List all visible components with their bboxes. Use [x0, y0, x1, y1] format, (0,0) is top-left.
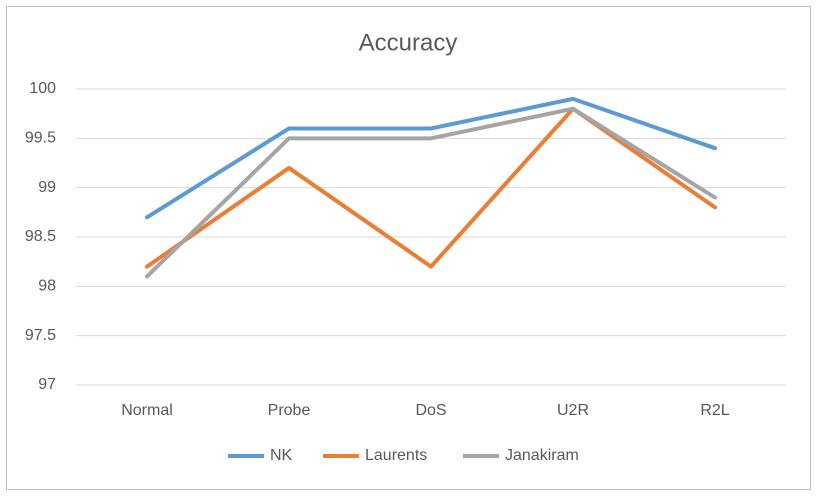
y-tick-label: 99 [38, 179, 56, 196]
x-tick-label: Normal [121, 402, 173, 419]
x-tick-label: Probe [268, 402, 311, 419]
series-line [145, 106, 717, 279]
y-tick-label: 97.5 [25, 327, 56, 344]
x-tick-label: R2L [700, 402, 729, 419]
legend-label: Janakiram [505, 447, 579, 464]
legend-label: NK [270, 447, 293, 464]
chart-frame [6, 6, 811, 490]
x-tick-label: DoS [415, 402, 446, 419]
series-line [145, 106, 717, 269]
legend-label: Laurents [365, 447, 427, 464]
chart-title: Accuracy [359, 29, 458, 56]
series-line [145, 96, 717, 220]
x-tick-label: U2R [557, 402, 589, 419]
y-tick-label: 97 [38, 376, 56, 393]
y-tick-label: 98 [38, 278, 56, 295]
y-tick-label: 98.5 [25, 228, 56, 245]
y-tick-label: 100 [29, 80, 56, 97]
y-tick-label: 99.5 [25, 130, 56, 147]
